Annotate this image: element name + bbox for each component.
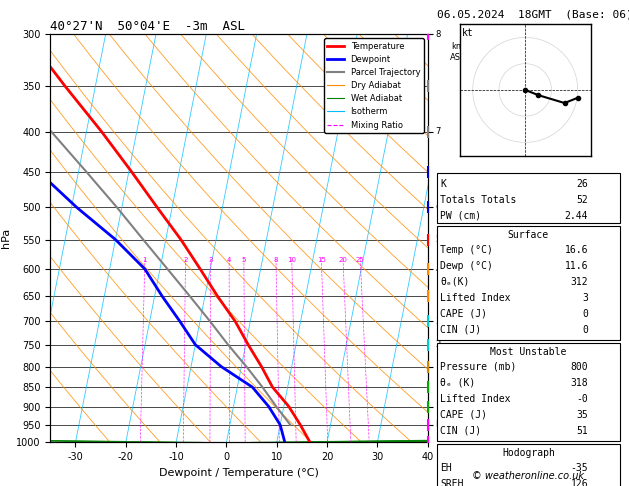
Text: 2: 2 [435, 340, 440, 349]
Text: 2.44: 2.44 [565, 211, 588, 221]
Text: 800: 800 [571, 362, 588, 372]
Text: CAPE (J): CAPE (J) [440, 309, 487, 319]
Text: 3: 3 [435, 317, 441, 326]
X-axis label: Dewpoint / Temperature (°C): Dewpoint / Temperature (°C) [159, 468, 319, 478]
Text: 4: 4 [435, 264, 440, 274]
Text: 0: 0 [582, 309, 588, 319]
Text: 35: 35 [576, 410, 588, 420]
Text: 15: 15 [317, 258, 326, 263]
Text: 51: 51 [576, 426, 588, 436]
Text: 6: 6 [435, 203, 441, 212]
Text: θₑ (K): θₑ (K) [440, 378, 476, 388]
Text: LCL: LCL [435, 420, 450, 429]
Text: Dewp (°C): Dewp (°C) [440, 260, 493, 271]
Text: Mixing Ratio (g/kg): Mixing Ratio (g/kg) [480, 198, 489, 278]
Text: 312: 312 [571, 277, 588, 287]
Text: 3: 3 [208, 258, 213, 263]
Text: © weatheronline.co.uk: © weatheronline.co.uk [472, 471, 584, 481]
Text: 11.6: 11.6 [565, 260, 588, 271]
Text: kt: kt [462, 28, 474, 38]
Text: Pressure (mb): Pressure (mb) [440, 362, 516, 372]
Text: Lifted Index: Lifted Index [440, 394, 511, 404]
Text: CIN (J): CIN (J) [440, 325, 481, 335]
Text: CAPE (J): CAPE (J) [440, 410, 487, 420]
Text: 40°27'N  50°04'E  -3m  ASL: 40°27'N 50°04'E -3m ASL [50, 20, 245, 33]
Text: 5: 5 [435, 235, 440, 244]
Text: -35: -35 [571, 463, 588, 473]
Text: 318: 318 [571, 378, 588, 388]
Text: Lifted Index: Lifted Index [440, 293, 511, 303]
Text: 3: 3 [582, 293, 588, 303]
Text: 06.05.2024  18GMT  (Base: 06): 06.05.2024 18GMT (Base: 06) [437, 9, 629, 19]
Legend: Temperature, Dewpoint, Parcel Trajectory, Dry Adiabat, Wet Adiabat, Isotherm, Mi: Temperature, Dewpoint, Parcel Trajectory… [324, 38, 423, 133]
Text: 126: 126 [571, 479, 588, 486]
Text: Most Unstable: Most Unstable [490, 347, 567, 357]
Text: 26: 26 [576, 179, 588, 189]
Text: Surface: Surface [508, 230, 549, 240]
Text: K: K [440, 179, 446, 189]
Text: Temp (°C): Temp (°C) [440, 244, 493, 255]
Text: 5: 5 [242, 258, 246, 263]
Text: 8: 8 [274, 258, 278, 263]
Text: Hodograph: Hodograph [502, 449, 555, 458]
Y-axis label: hPa: hPa [1, 228, 11, 248]
Text: 25: 25 [356, 258, 365, 263]
Text: 1: 1 [435, 402, 440, 411]
Text: 8: 8 [435, 30, 441, 38]
Text: θₑ(K): θₑ(K) [440, 277, 470, 287]
Text: 2: 2 [183, 258, 187, 263]
Text: 7: 7 [435, 127, 441, 136]
Text: 0: 0 [582, 325, 588, 335]
Text: SREH: SREH [440, 479, 464, 486]
Text: 1: 1 [143, 258, 147, 263]
Text: PW (cm): PW (cm) [440, 211, 481, 221]
Text: 20: 20 [338, 258, 348, 263]
Text: Totals Totals: Totals Totals [440, 195, 516, 205]
Text: -0: -0 [576, 394, 588, 404]
Text: 16.6: 16.6 [565, 244, 588, 255]
Text: CIN (J): CIN (J) [440, 426, 481, 436]
Text: 10: 10 [287, 258, 296, 263]
Text: 4: 4 [227, 258, 231, 263]
Text: km
ASL: km ASL [450, 42, 465, 62]
Text: EH: EH [440, 463, 452, 473]
Text: 52: 52 [576, 195, 588, 205]
